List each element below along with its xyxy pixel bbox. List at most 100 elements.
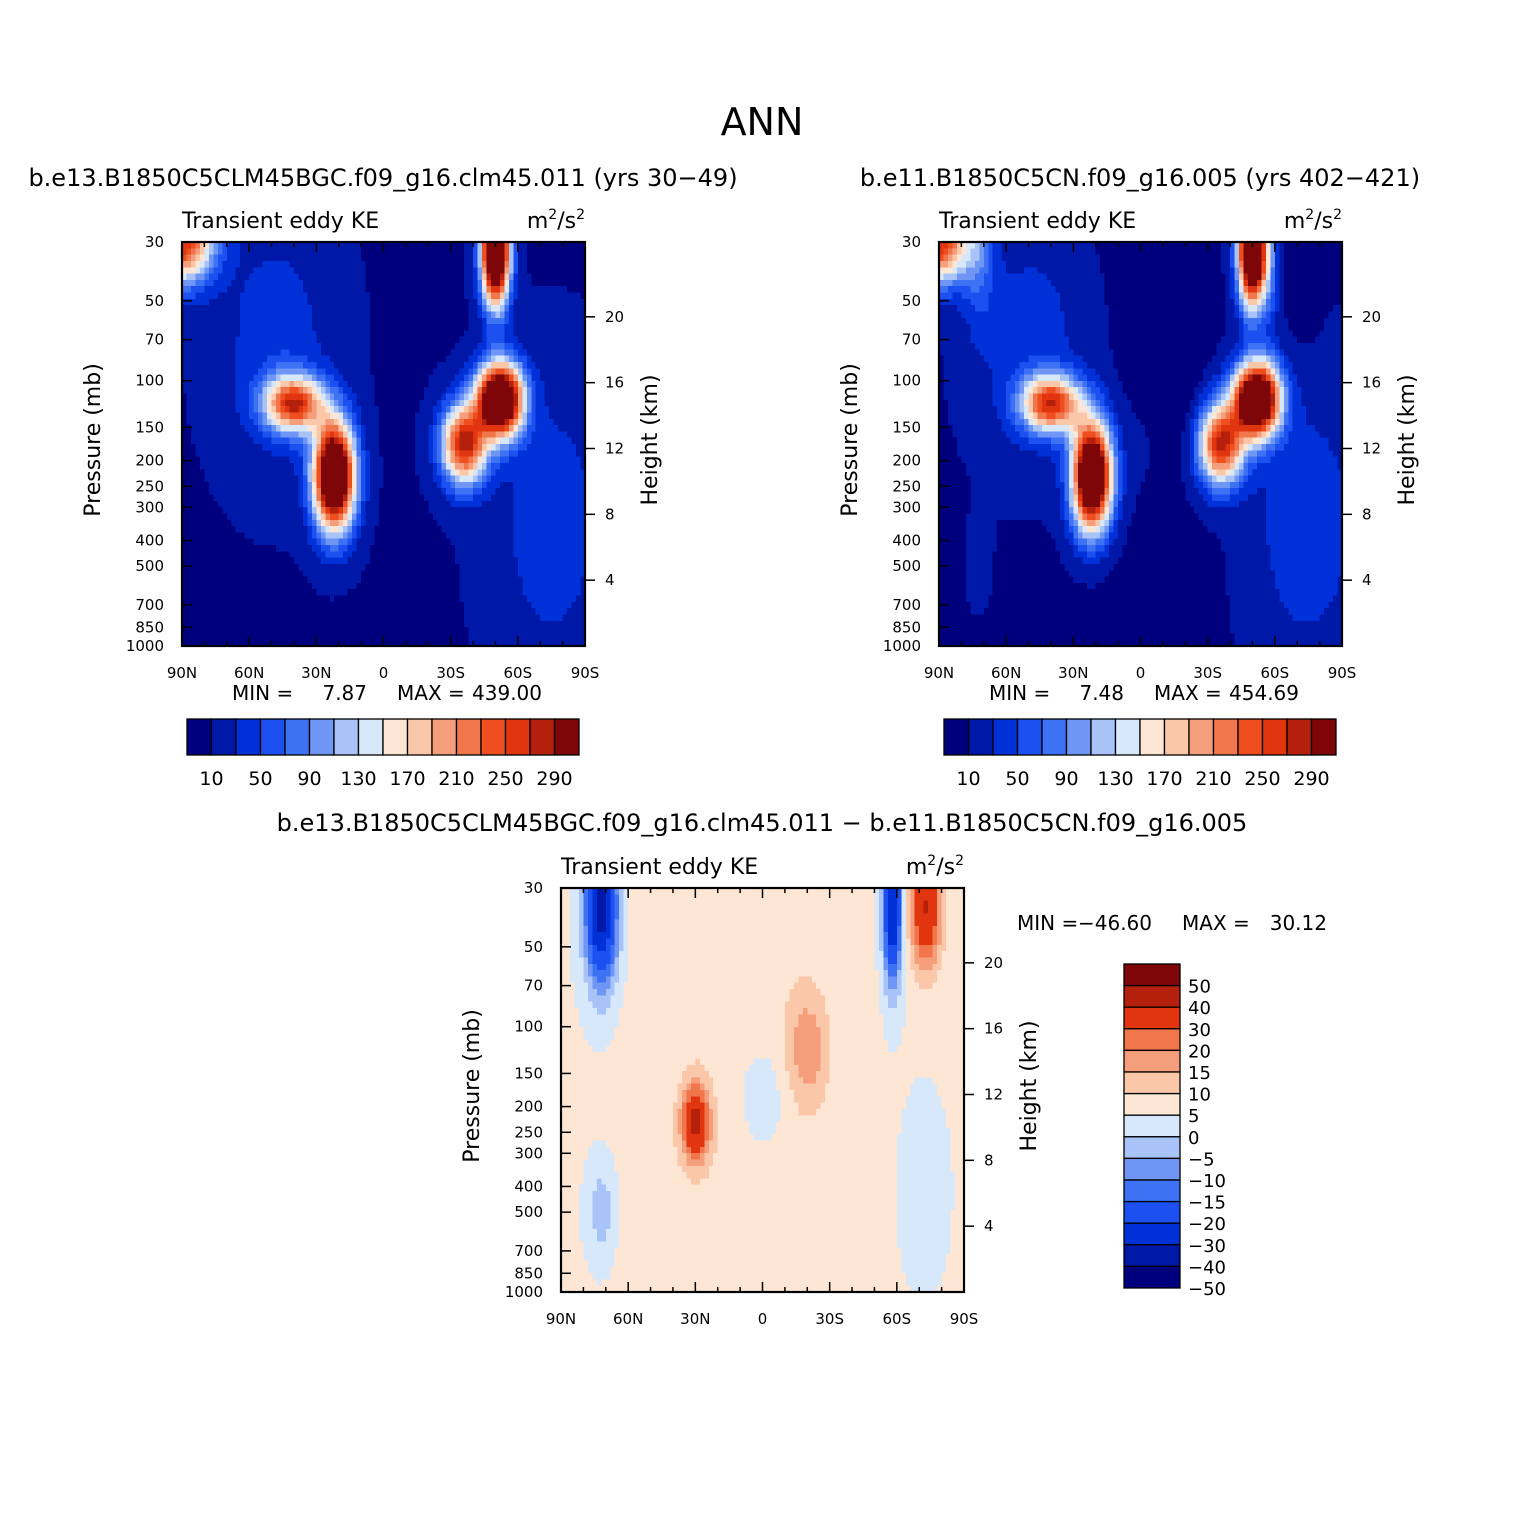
field-cell xyxy=(446,494,452,502)
field-cell xyxy=(258,286,264,294)
field-cell xyxy=(231,330,237,338)
field-cell xyxy=(446,538,452,546)
field-cell xyxy=(240,248,246,256)
field-cell xyxy=(231,260,237,268)
field-cell xyxy=(302,273,308,281)
field-cell xyxy=(244,551,250,559)
field-cell xyxy=(334,462,340,470)
field-cell xyxy=(347,582,353,590)
field-cell xyxy=(571,305,577,313)
field-cell xyxy=(213,343,219,350)
field-cell xyxy=(190,273,197,281)
field-cell xyxy=(289,570,295,578)
field-cell xyxy=(262,374,268,382)
field-cell xyxy=(567,324,573,331)
field-cell xyxy=(508,387,514,395)
field-cell xyxy=(370,500,376,508)
field-cell xyxy=(347,450,353,458)
field-cell xyxy=(567,557,573,565)
field-cell xyxy=(267,563,273,571)
field-cell xyxy=(423,305,429,313)
field-cell xyxy=(437,412,443,420)
field-cell xyxy=(284,526,291,533)
field-cell xyxy=(486,343,492,350)
field-cell xyxy=(495,582,501,590)
field-cell xyxy=(387,551,394,559)
field-cell xyxy=(504,551,510,559)
field-cell xyxy=(361,450,367,458)
field-cell xyxy=(284,298,291,306)
field-cell xyxy=(535,545,541,552)
field-cell xyxy=(576,462,582,470)
field-cell xyxy=(401,254,407,262)
field-cell xyxy=(576,557,582,565)
field-cell xyxy=(347,557,353,565)
field-cell xyxy=(199,481,205,489)
field-cell xyxy=(267,507,273,515)
field-cell xyxy=(526,576,532,584)
field-cell xyxy=(284,374,291,382)
field-cell xyxy=(276,488,282,496)
field-cell xyxy=(504,374,510,382)
field-cell xyxy=(329,412,335,420)
field-cell xyxy=(231,374,237,382)
field-cell xyxy=(504,425,510,432)
field-cell xyxy=(455,418,461,426)
field-cell xyxy=(316,488,322,496)
field-cell xyxy=(347,412,353,420)
field-cell xyxy=(571,456,577,464)
field-cell xyxy=(240,589,246,597)
field-cell xyxy=(208,298,214,306)
field-cell xyxy=(508,563,514,571)
field-cell xyxy=(262,343,268,350)
field-cell xyxy=(253,286,259,294)
field-cell xyxy=(347,336,353,344)
field-cell xyxy=(450,481,456,489)
field-cell xyxy=(276,532,282,540)
field-cell xyxy=(383,361,389,369)
field-cell xyxy=(580,431,586,439)
field-cell xyxy=(486,425,492,432)
field-cell xyxy=(284,437,291,445)
field-cell xyxy=(526,355,532,363)
field-cell xyxy=(464,532,470,540)
field-cell xyxy=(473,519,479,527)
field-cell xyxy=(374,570,380,578)
field-cell xyxy=(298,450,304,458)
field-cell xyxy=(338,393,344,401)
field-cell xyxy=(222,425,228,432)
field-cell xyxy=(240,343,246,350)
field-cell xyxy=(387,273,394,281)
field-cell xyxy=(562,260,568,268)
field-cell xyxy=(482,286,488,294)
field-cell xyxy=(441,286,447,294)
field-cell xyxy=(320,576,326,584)
field-cell xyxy=(482,393,488,401)
field-cell xyxy=(508,444,514,451)
field-cell xyxy=(437,298,443,306)
field-cell xyxy=(405,399,411,407)
field-cell xyxy=(213,406,219,414)
field-cell xyxy=(513,538,519,546)
field-cell xyxy=(352,507,358,515)
field-cell xyxy=(437,513,443,521)
field-cell xyxy=(325,412,331,420)
field-cell xyxy=(549,292,555,300)
field-cell xyxy=(495,412,501,420)
field-cell xyxy=(374,393,380,401)
field-cell xyxy=(213,513,219,521)
field-cell xyxy=(405,582,411,590)
field-cell xyxy=(293,343,300,350)
field-cell xyxy=(477,298,483,306)
field-cell xyxy=(423,273,429,281)
field-cell xyxy=(562,437,568,445)
field-cell xyxy=(329,273,335,281)
field-cell xyxy=(576,380,582,388)
field-cell xyxy=(361,589,367,597)
field-cell xyxy=(289,380,295,388)
field-cell xyxy=(253,248,259,256)
field-cell xyxy=(352,576,358,584)
field-cell xyxy=(455,292,461,300)
field-cell xyxy=(284,399,291,407)
field-cell xyxy=(419,450,425,458)
